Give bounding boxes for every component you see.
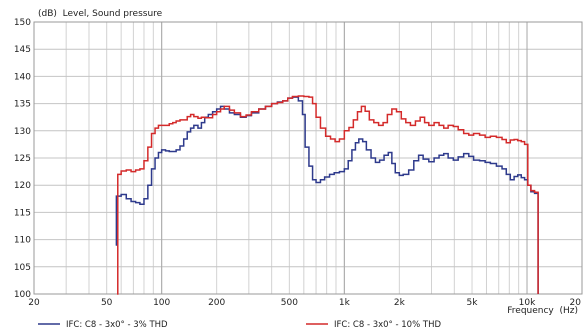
x-axis-label: Frequency (Hz) <box>507 306 578 316</box>
y-tick-label: 110 <box>14 236 31 246</box>
x-tick-label: 1k <box>339 298 351 308</box>
y-tick-label: 135 <box>14 100 31 110</box>
x-tick-label: 10k <box>519 298 536 308</box>
y-tick-label: 105 <box>14 263 31 273</box>
y-tick-label: 130 <box>14 127 31 137</box>
y-tick-label: 125 <box>14 154 31 164</box>
series-layer <box>115 95 539 295</box>
y-tick-labels: 100 105 110 115 120 125 130 135 140 145 150 <box>14 18 31 300</box>
legend-label-2: IFC: C8 - 3x0° - 10% THD <box>334 320 441 329</box>
series-line-1 <box>115 96 539 294</box>
x-tick-label: 500 <box>281 298 298 308</box>
series-line-2 <box>117 95 539 295</box>
y-tick-label: 150 <box>14 18 31 28</box>
y-axis-label: (dB) Level, Sound pressure <box>38 9 163 19</box>
x-tick-label: 5k <box>467 298 479 308</box>
x-tick-label: 200 <box>208 298 225 308</box>
x-tick-labels: 20 50 100 200 500 1k 2k 5k 10k 20 <box>28 298 581 308</box>
y-tick-label: 115 <box>14 208 31 218</box>
y-tick-label: 140 <box>14 72 31 82</box>
x-tick-label: 50 <box>101 298 113 308</box>
plot-frame <box>33 21 583 295</box>
x-tick-label: 20 <box>28 298 40 308</box>
y-tick-label: 120 <box>14 181 31 191</box>
y-tick-label: 100 <box>14 290 31 300</box>
x-tick-label: 2k <box>394 298 406 308</box>
y-tick-label: 145 <box>14 45 31 55</box>
x-tick-label: 100 <box>153 298 170 308</box>
legend-label-1: IFC: C8 - 3x0° - 3% THD <box>66 320 168 329</box>
legend: IFC: C8 - 3x0° - 3% THD IFC: C8 - 3x0° - … <box>38 320 441 329</box>
x-tick-label: 20 <box>570 298 582 308</box>
